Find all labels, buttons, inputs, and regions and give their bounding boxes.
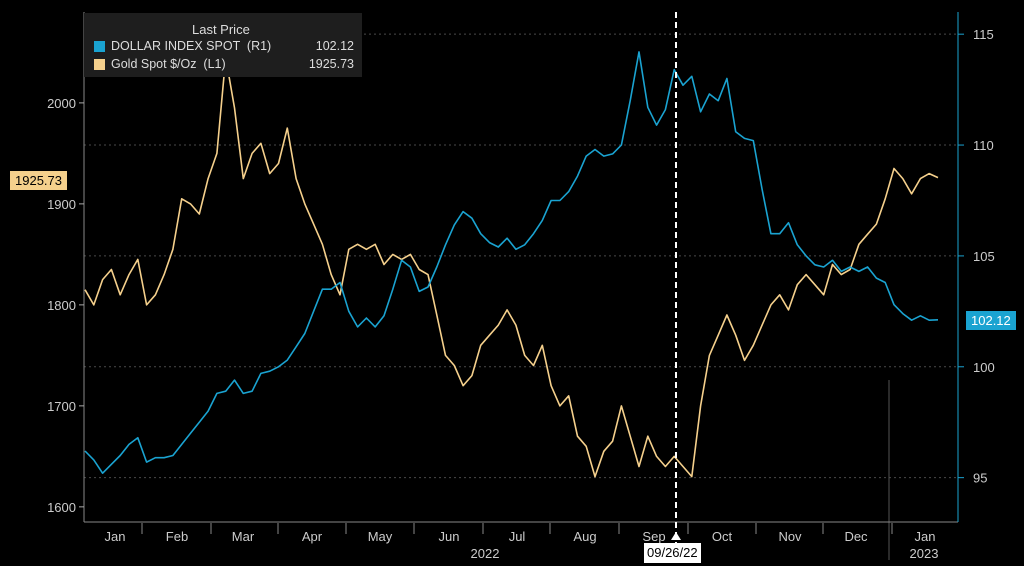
tick-labels: 1600 1700 1800 1900 2000 95 100 105 110 115 Jan Feb… <box>47 27 995 561</box>
axes <box>79 12 964 523</box>
x-tick-label-10: Nov <box>778 529 802 544</box>
dollar-index-line <box>84 51 939 475</box>
x-tick-label-11: Dec <box>844 529 868 544</box>
x-tick-label-5: Jun <box>439 529 460 544</box>
left-tick-label-2000: 2000 <box>47 96 76 111</box>
legend-name-dxy: DOLLAR INDEX SPOT (R1) <box>111 39 272 53</box>
x-tick-label-3: Apr <box>302 529 323 544</box>
gold-last-price-tag: 1925.73 <box>10 171 67 190</box>
right-tick-label-100: 100 <box>973 360 995 375</box>
month-separators <box>141 380 893 560</box>
dxy-last-price-tag: 102.12 <box>966 311 1016 330</box>
legend-value-dxy: 102.12 <box>315 39 354 53</box>
year-label-y2023: 2023 <box>910 546 939 561</box>
x-tick-label-2: Mar <box>232 529 255 544</box>
x-tick-label-1: Feb <box>166 529 188 544</box>
x-tick-label-8: Sep <box>642 529 665 544</box>
legend-swatch-gold <box>94 59 105 70</box>
legend-swatch-dxy <box>94 41 105 52</box>
year-label-y2022: 2022 <box>471 546 500 561</box>
right-tick-label-95: 95 <box>973 471 987 486</box>
legend-name-gold: Gold Spot $/Oz (L1) <box>111 57 226 71</box>
legend-item-dxy: DOLLAR INDEX SPOT (R1) 102.12 <box>94 39 360 55</box>
left-tick-label-1800: 1800 <box>47 298 76 313</box>
gold-price-line <box>84 56 939 478</box>
series-lines <box>84 51 939 478</box>
left-tick-label-1600: 1600 <box>47 500 76 515</box>
legend-item-gold: Gold Spot $/Oz (L1) 1925.73 <box>94 57 360 73</box>
date-marker-triangle <box>671 532 681 540</box>
x-tick-label-7: Aug <box>573 529 596 544</box>
left-tick-label-1700: 1700 <box>47 399 76 414</box>
x-tick-label-6: Jul <box>509 529 526 544</box>
left-tick-label-1900: 1900 <box>47 197 76 212</box>
right-tick-label-115: 115 <box>973 27 994 42</box>
date-marker-label: 09/26/22 <box>644 543 701 563</box>
x-tick-label-9: Oct <box>712 529 733 544</box>
x-tick-label-4: May <box>368 529 393 544</box>
legend-header: Last Price <box>192 22 250 37</box>
right-tick-label-105: 105 <box>973 249 995 264</box>
x-tick-label-12: Jan <box>915 529 936 544</box>
legend-value-gold: 1925.73 <box>308 57 354 71</box>
right-tick-label-110: 110 <box>973 138 994 153</box>
gridlines <box>84 33 958 479</box>
legend: Last Price DOLLAR INDEX SPOT (R1) 102.12… <box>84 13 362 77</box>
x-tick-label-0: Jan <box>105 529 126 544</box>
